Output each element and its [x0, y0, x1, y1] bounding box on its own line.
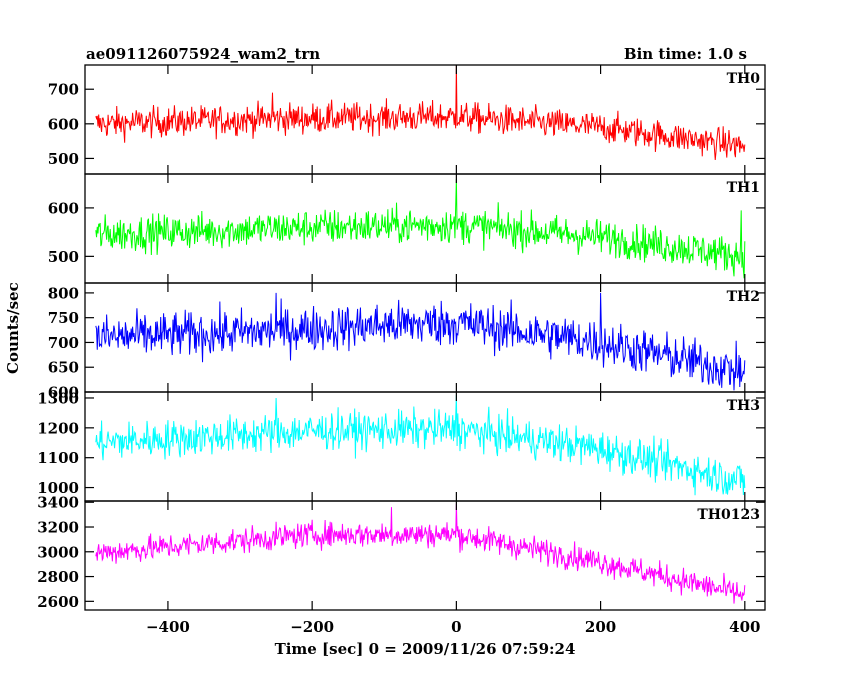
y-tick-label: 600: [48, 115, 79, 133]
chart-title: ae091126075924_wam2_trn: [86, 45, 321, 63]
y-tick-label: 3000: [37, 543, 79, 561]
series-th1-line: [95, 178, 746, 279]
panel-th0123-label: TH0123: [697, 507, 760, 523]
y-tick-label: 750: [48, 309, 79, 327]
series-th2-line: [95, 292, 746, 391]
x-axis-label: Time [sec] 0 = 2009/11/26 07:59:24: [274, 640, 576, 658]
x-tick-label: 400: [729, 618, 760, 636]
series-th3-line: [95, 394, 746, 496]
y-tick-label: 600: [48, 199, 79, 217]
panel-th3-label: TH3: [727, 398, 760, 414]
panel-th0123-frame: [84, 500, 766, 611]
panel-th2-frame: [84, 282, 766, 393]
y-tick-label: 650: [48, 359, 79, 377]
x-tick-label: 200: [585, 618, 616, 636]
y-axis-label: Counts/sec: [4, 282, 22, 374]
y-tick-label: 1000: [37, 479, 79, 497]
x-tick-label: −200: [290, 618, 334, 636]
panel-th0-label: TH0: [727, 71, 761, 87]
y-tick-label: 500: [48, 248, 79, 266]
bin-time-label: Bin time: 1.0 s: [623, 45, 747, 63]
panel-th1-label: TH1: [727, 180, 760, 196]
y-tick-label: 2600: [37, 593, 79, 611]
y-tick-label: 3200: [37, 519, 79, 537]
y-tick-label: 1100: [37, 449, 79, 467]
series-th0123-line: [95, 503, 746, 604]
y-tick-label: 700: [48, 81, 79, 99]
x-tick-label: −400: [146, 618, 190, 636]
series-th0-line: [95, 64, 746, 160]
y-tick-label: 600: [48, 384, 79, 402]
y-tick-label: 1200: [37, 419, 79, 437]
panel-th2-label: TH2: [727, 289, 760, 305]
y-tick-label: 2800: [37, 568, 79, 586]
y-tick-label: 3400: [37, 494, 79, 512]
y-tick-label: 500: [48, 150, 79, 168]
y-tick-label: 1300: [37, 389, 79, 407]
y-tick-label: 700: [48, 334, 79, 352]
x-tick-label: 0: [451, 618, 461, 636]
y-tick-label: 800: [48, 284, 79, 302]
